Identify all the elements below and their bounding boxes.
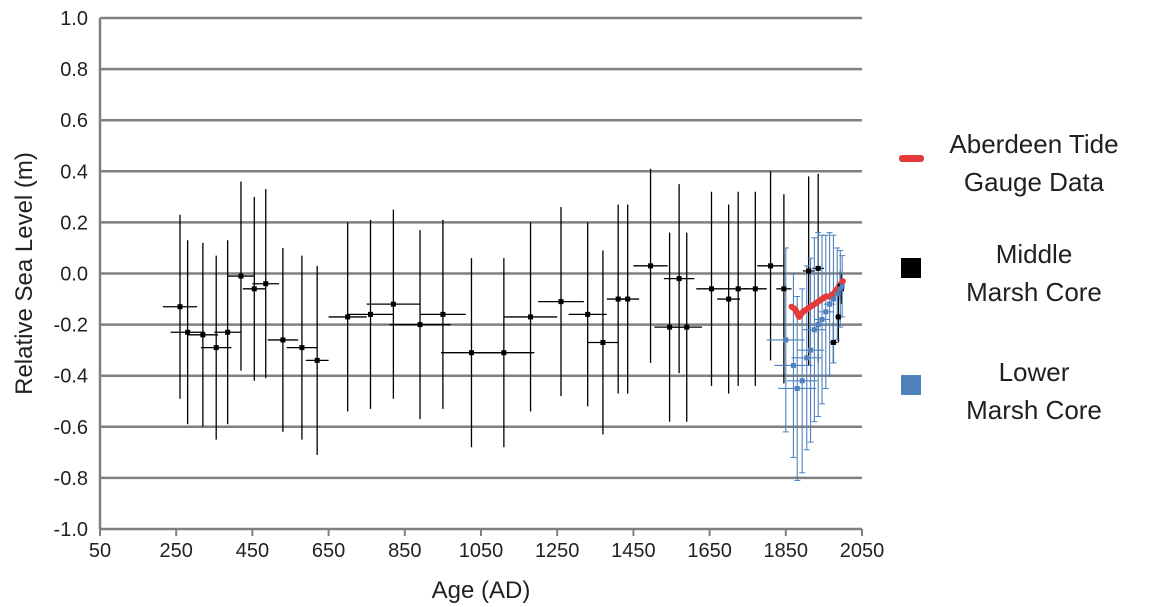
series0-point-25 (667, 324, 673, 330)
legend-swatch-2 (901, 375, 921, 395)
series0-point-1 (185, 329, 191, 335)
series0-point-14 (417, 322, 423, 328)
x-tick-label-1: 250 (160, 540, 193, 562)
series0-point-27 (684, 324, 690, 330)
x-axis-label: Age (AD) (432, 577, 531, 604)
series0-point-36 (830, 339, 836, 345)
legend-label-2-1: Marsh Core (966, 395, 1102, 425)
series0-point-19 (558, 299, 564, 305)
series0-point-7 (263, 281, 269, 287)
series1-point-9 (823, 309, 829, 315)
legend-swatch-1 (901, 258, 921, 278)
series0-point-24 (648, 263, 654, 269)
series0-point-5 (238, 273, 244, 279)
legend-label-1-1: Marsh Core (966, 277, 1102, 307)
series0-point-18 (528, 314, 534, 320)
y-tick-label-8: -0.6 (54, 417, 88, 439)
series0-point-30 (735, 286, 741, 292)
series0-point-34 (806, 268, 812, 274)
series1-point-13 (837, 286, 843, 292)
series1-point-0 (783, 337, 789, 343)
series1-point-10 (827, 301, 833, 307)
x-tick-label-2: 450 (236, 540, 269, 562)
series0-point-16 (468, 350, 474, 356)
series1-point-11 (830, 296, 836, 302)
series1-point-14 (839, 283, 845, 289)
x-tick-label-7: 1450 (611, 540, 656, 562)
x-tick-label-5: 1050 (459, 540, 504, 562)
series1-point-7 (815, 322, 821, 328)
y-tick-label-2: 0.6 (60, 110, 88, 132)
tide-gauge-series-line (788, 278, 846, 320)
series0-point-3 (213, 345, 219, 351)
series0-point-17 (501, 350, 507, 356)
series1-point-2 (794, 385, 800, 391)
series0-point-12 (368, 311, 374, 317)
series0-point-10 (314, 357, 320, 363)
y-tick-label-7: -0.4 (54, 366, 88, 388)
x-tick-label-0: 50 (89, 540, 111, 562)
series1-point-1 (790, 362, 796, 368)
y-tick-label-3: 0.4 (60, 161, 88, 183)
series0-point-13 (390, 301, 396, 307)
legend: Aberdeen Tide Gauge Data Middle Marsh Core L… (899, 129, 1119, 425)
series0-point-32 (768, 263, 774, 269)
x-tick-label-9: 1850 (764, 540, 809, 562)
series0-point-26 (676, 276, 682, 282)
tide-gauge-line (788, 278, 846, 320)
legend-label-2-0: Lower (999, 357, 1070, 387)
tick-labels: 1.0 0.8 0.6 0.4 0.2 0.0 -0.2 -0.4 -0.6 -0.8 -1.050… (54, 8, 885, 562)
series1-point-3 (799, 378, 805, 384)
series1-point-8 (819, 316, 825, 322)
legend-swatch-0 (899, 155, 924, 162)
x-tick-label-4: 850 (388, 540, 421, 562)
gridlines (100, 16, 862, 531)
series0-point-23 (625, 296, 631, 302)
series0-point-4 (225, 329, 231, 335)
series0-point-22 (615, 296, 621, 302)
series0-point-9 (299, 345, 305, 351)
series0-point-37 (835, 314, 841, 320)
series0-point-8 (280, 337, 286, 343)
series0-point-15 (440, 311, 446, 317)
series0-point-29 (726, 296, 732, 302)
series0-point-35 (815, 265, 821, 271)
axis-labels: Age (AD) Relative Sea Level (m) (11, 152, 530, 604)
series0-point-31 (752, 286, 758, 292)
y-tick-label-5: 0.0 (60, 264, 88, 286)
series0-point-2 (200, 332, 206, 338)
y-tick-label-9: -0.8 (54, 468, 88, 490)
y-tick-label-1: 0.8 (60, 59, 88, 81)
series1-point-4 (804, 355, 810, 361)
series1-point-12 (834, 291, 840, 297)
series0-point-28 (709, 286, 715, 292)
y-tick-label-4: 0.2 (60, 212, 88, 234)
x-tick-label-6: 1250 (535, 540, 580, 562)
y-tick-label-10: -1.0 (54, 519, 88, 541)
y-tick-label-6: -0.2 (54, 315, 88, 337)
series0-point-11 (345, 314, 351, 320)
series0-point-0 (177, 304, 183, 310)
axes (98, 18, 863, 536)
legend-label-0-1: Gauge Data (964, 167, 1105, 197)
x-tick-label-10: 2050 (840, 540, 885, 562)
y-tick-label-0: 1.0 (60, 8, 88, 30)
series1-point-6 (811, 327, 817, 333)
series0-point-33 (781, 286, 787, 292)
legend-label-0-0: Aberdeen Tide (949, 129, 1118, 159)
y-axis-label: Relative Sea Level (m) (11, 152, 38, 395)
data-points (177, 263, 845, 391)
series0-point-21 (600, 339, 606, 345)
series1-point-5 (808, 347, 814, 353)
series0-point-6 (251, 286, 257, 292)
x-tick-label-8: 1650 (687, 540, 732, 562)
series0-point-20 (585, 311, 591, 317)
legend-label-1-0: Middle (996, 239, 1073, 269)
x-tick-label-3: 650 (312, 540, 345, 562)
